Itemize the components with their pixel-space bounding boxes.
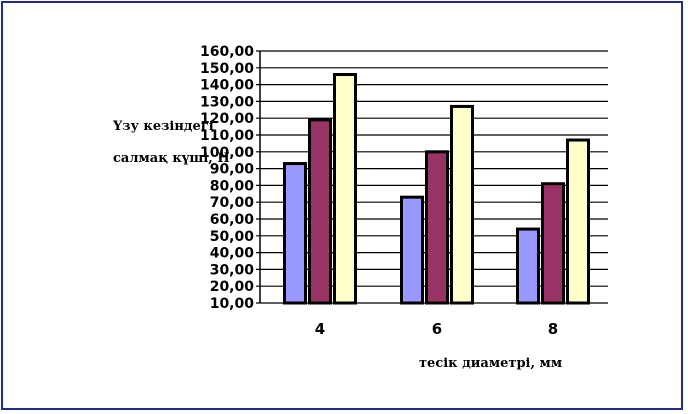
bar xyxy=(308,118,332,305)
y-tick-label: 100,00 xyxy=(200,145,254,161)
y-tick-label: 120,00 xyxy=(200,111,254,127)
x-tick-label: 4 xyxy=(315,320,325,338)
y-tick-label: 160,00 xyxy=(200,44,254,60)
y-tick-label: 20,00 xyxy=(210,279,255,295)
bar xyxy=(516,227,540,305)
y-tick-label: 70,00 xyxy=(210,195,255,211)
y-tick-label: 110,00 xyxy=(200,128,254,144)
y-axis-label-line-1: Үзу кезіндегі xyxy=(112,119,214,134)
y-tick-label: 30,00 xyxy=(210,262,255,278)
y-tick-label: 60,00 xyxy=(210,212,255,228)
x-tick-label: 8 xyxy=(548,320,558,338)
bar xyxy=(333,73,357,305)
y-tick-label: 140,00 xyxy=(200,78,254,94)
y-tick-label: 130,00 xyxy=(200,94,254,110)
bar xyxy=(283,162,307,305)
x-tick-label: 6 xyxy=(432,320,442,338)
x-axis-label: тесік диаметрі, мм xyxy=(419,356,562,371)
y-axis-label-line-2: салмақ күші, Н xyxy=(113,151,230,166)
y-tick-label: 80,00 xyxy=(210,178,255,194)
bar xyxy=(566,138,590,305)
y-tick-label: 90,00 xyxy=(210,162,255,178)
y-tick-label: 50,00 xyxy=(210,229,255,245)
y-tick-label: 40,00 xyxy=(210,246,255,262)
bar xyxy=(450,104,474,305)
bar xyxy=(541,182,565,305)
y-tick-label: 10,00 xyxy=(210,296,255,312)
bar xyxy=(400,195,424,305)
bar xyxy=(425,150,449,305)
y-tick-label: 150,00 xyxy=(200,61,254,77)
